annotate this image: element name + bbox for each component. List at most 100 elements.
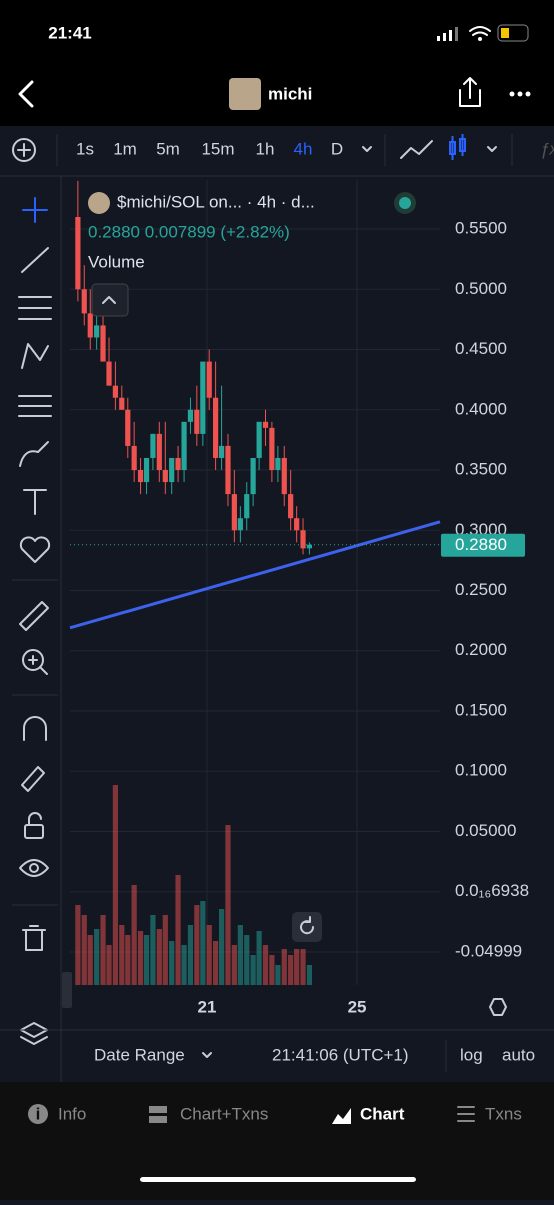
tool-cursor[interactable] bbox=[22, 197, 48, 223]
volume-bar bbox=[275, 965, 281, 985]
interval[interactable]: D bbox=[331, 139, 343, 158]
tab-active[interactable]: Chart bbox=[360, 1104, 405, 1123]
volume-bar bbox=[169, 941, 175, 985]
tool-favorites[interactable] bbox=[19, 536, 51, 563]
volume-bar bbox=[143, 935, 150, 985]
volume-bar bbox=[175, 875, 181, 985]
y-tick-label: 0.2500 bbox=[455, 580, 507, 599]
back-button[interactable] bbox=[18, 80, 34, 108]
volume-bar bbox=[250, 955, 256, 985]
ohlc-summary: 0.2880 0.007899 (+2.82%) bbox=[88, 222, 290, 241]
interval-active[interactable]: 4h bbox=[294, 139, 313, 158]
candle-type[interactable] bbox=[449, 134, 466, 160]
y-tick-label: 0.05000 bbox=[455, 821, 516, 840]
candle-body bbox=[219, 445, 225, 458]
reset-button[interactable] bbox=[292, 912, 322, 942]
candle-body bbox=[250, 457, 256, 495]
y-tick-label: 0.3500 bbox=[455, 460, 507, 479]
line-type[interactable] bbox=[400, 140, 433, 159]
tab-bar bbox=[0, 1082, 554, 1200]
collapse-toolbar[interactable] bbox=[62, 972, 72, 1008]
tool-layers[interactable] bbox=[20, 1022, 48, 1045]
candle-body bbox=[262, 421, 269, 428]
volume-bar bbox=[125, 935, 131, 985]
volume-bar bbox=[206, 925, 212, 985]
share-button[interactable] bbox=[459, 77, 481, 107]
tool-measure[interactable] bbox=[19, 601, 49, 631]
candle-body bbox=[169, 457, 175, 483]
candle-body bbox=[244, 494, 250, 519]
add-button[interactable] bbox=[12, 138, 36, 162]
fx-button[interactable]: ƒx bbox=[540, 139, 554, 158]
candle-body bbox=[200, 361, 206, 434]
volume-bar bbox=[100, 915, 106, 985]
collapse-legend[interactable] bbox=[91, 283, 129, 317]
volume-bar bbox=[150, 915, 156, 985]
tool-fib[interactable] bbox=[18, 296, 52, 320]
log-toggle[interactable]: log bbox=[460, 1045, 483, 1064]
volume-bar bbox=[237, 925, 243, 985]
tool-visibility[interactable] bbox=[19, 859, 49, 877]
legend: $michi/SOL on... · 4h · d... 0.2880 0.00… bbox=[88, 192, 416, 317]
candle-body bbox=[94, 325, 100, 338]
tool-text[interactable] bbox=[23, 489, 47, 515]
status-icons bbox=[437, 24, 529, 42]
auto-toggle[interactable]: auto bbox=[502, 1045, 535, 1064]
y-tick-label: 0.4500 bbox=[455, 339, 507, 358]
tool-pattern[interactable] bbox=[21, 343, 49, 369]
tool-zoom[interactable] bbox=[22, 649, 44, 671]
tab[interactable]: Txns bbox=[485, 1104, 522, 1123]
tool-delete[interactable] bbox=[22, 925, 46, 951]
candle-body bbox=[175, 457, 181, 471]
volume-bar bbox=[137, 931, 144, 985]
candle-body bbox=[237, 518, 243, 531]
volume-bar bbox=[306, 965, 313, 985]
interval[interactable]: 1h bbox=[256, 139, 275, 158]
tool-brush[interactable] bbox=[19, 441, 49, 467]
candle-body bbox=[112, 385, 119, 398]
volume-bar bbox=[244, 935, 250, 985]
x-tick-label: 25 bbox=[348, 997, 367, 1016]
y-tick-label: 0.1000 bbox=[455, 761, 507, 780]
tool-trendline[interactable] bbox=[21, 247, 49, 273]
candle-body bbox=[75, 216, 81, 290]
candle-body bbox=[269, 427, 275, 471]
date-range[interactable]: Date Range bbox=[94, 1045, 185, 1064]
interval[interactable]: 5m bbox=[156, 139, 180, 158]
plot-area: 0.55000.50000.45000.40000.35000.30000.25… bbox=[69, 180, 529, 1016]
candle-body bbox=[81, 289, 87, 314]
tool-projection[interactable] bbox=[18, 395, 52, 417]
candle-body bbox=[225, 445, 231, 495]
candle-body bbox=[100, 325, 106, 362]
tool-lock-drawings[interactable] bbox=[21, 766, 45, 792]
y-tick-label: 0.5000 bbox=[455, 279, 507, 298]
tool-magnet[interactable] bbox=[23, 716, 47, 741]
candle-body bbox=[294, 518, 300, 531]
volume-bar bbox=[300, 949, 306, 985]
candle-body bbox=[306, 544, 313, 549]
tab[interactable]: Chart+Txns bbox=[180, 1104, 268, 1123]
volume-bar bbox=[119, 925, 125, 985]
y-tick-label: 0.5500 bbox=[455, 219, 507, 238]
candle-body bbox=[194, 409, 200, 434]
more-button[interactable] bbox=[509, 91, 531, 97]
interval-toolbar: 1s 1m 5m 15m 1h 4h D ƒx bbox=[12, 134, 554, 166]
volume-bar bbox=[219, 909, 225, 985]
interval[interactable]: 1s bbox=[76, 139, 94, 158]
volume-bar bbox=[200, 901, 206, 985]
candle-body bbox=[256, 421, 262, 458]
y-tick-label: 0.0₁₆6938 bbox=[455, 881, 529, 900]
candle-body bbox=[212, 397, 219, 458]
interval[interactable]: 1m bbox=[113, 139, 137, 158]
volume-bar bbox=[162, 915, 168, 985]
interval[interactable]: 15m bbox=[201, 139, 234, 158]
volume-bar bbox=[112, 785, 119, 985]
chart-settings[interactable] bbox=[489, 998, 507, 1016]
candle-body bbox=[187, 409, 194, 422]
tab[interactable]: Info bbox=[58, 1104, 86, 1123]
clock: 21:41:06 (UTC+1) bbox=[272, 1045, 409, 1064]
volume-bar bbox=[75, 905, 81, 985]
candle-body bbox=[150, 433, 156, 458]
tool-lock[interactable] bbox=[24, 824, 44, 839]
